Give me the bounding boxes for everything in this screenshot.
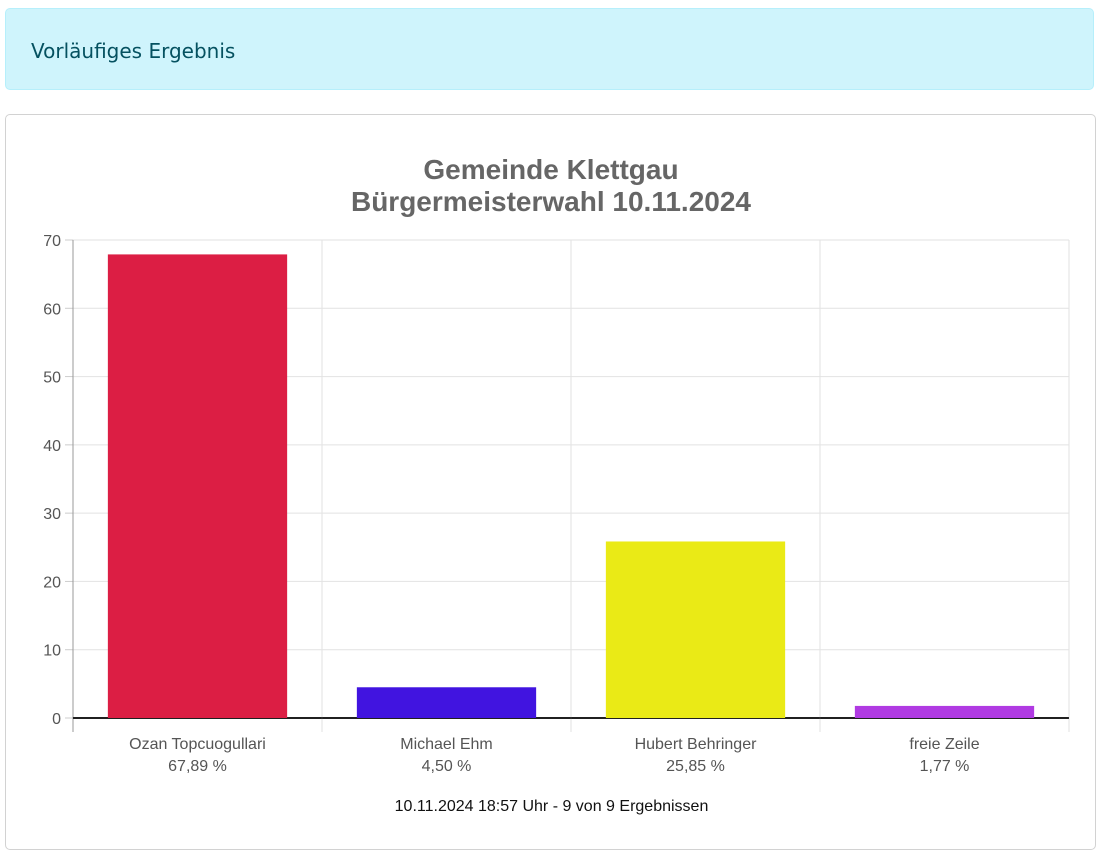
chart-title-line-2: Bürgermeisterwahl 10.11.2024 [351,186,751,217]
y-tick-label: 60 [43,301,61,318]
x-category-percent-label: 67,89 % [168,758,227,775]
y-tick-label: 70 [43,233,61,250]
y-tick-label: 40 [43,438,61,455]
alert-text: Vorläufiges Ergebnis [31,39,236,63]
y-tick-label: 0 [52,711,61,728]
x-category-label: freie Zeile [909,736,979,753]
x-category-label: Hubert Behringer [635,736,758,753]
info-alert: Vorläufiges Ergebnis [5,8,1094,90]
x-category-percent-label: 4,50 % [422,758,472,775]
y-tick-label: 10 [43,643,61,660]
bar-3 [605,541,786,718]
chart-title-line-1: Gemeinde Klettgau [423,154,678,185]
x-category-label: Michael Ehm [400,736,492,753]
bar-4 [854,705,1035,718]
result-timestamp: 10.11.2024 18:57 Uhr - 9 von 9 Ergebniss… [394,798,709,815]
y-tick-label: 50 [43,370,61,387]
bar-1 [107,254,288,719]
x-category-percent-label: 1,77 % [920,758,970,775]
x-category-label: Ozan Topcuogullari [129,736,266,753]
y-tick-label: 30 [43,506,61,523]
bar-2 [356,687,537,718]
y-tick-label: 20 [43,574,61,591]
x-category-percent-label: 25,85 % [666,758,725,775]
chart-card: Gemeinde Klettgau Bürgermeisterwahl 10.11… [5,114,1096,850]
